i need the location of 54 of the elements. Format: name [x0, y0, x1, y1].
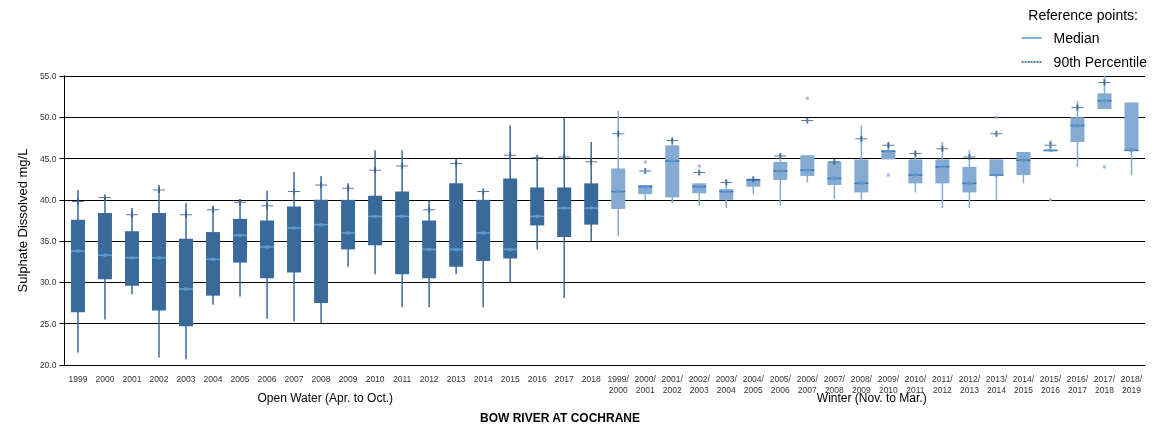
y-axis-title: Sulphate Dissolved mg/L [15, 148, 30, 293]
x-tick-label: 2014/2015 [1012, 373, 1035, 395]
x-tick-label: 2004 [203, 373, 223, 384]
x-tick-label: 1999 [68, 373, 88, 384]
x-tick-label: 2012/2013 [958, 373, 981, 395]
x-tick-label: 2001/2002 [661, 373, 684, 395]
x-tick-label: 2000/2001 [634, 373, 657, 395]
y-tick-label: 20.0 [39, 360, 57, 370]
x-tick-label: 2006/2007 [796, 373, 819, 395]
x-tick-label: 2011 [392, 373, 412, 384]
y-tick-label: 35.0 [39, 236, 57, 247]
x-tick-label: 2006 [257, 373, 277, 384]
x-tick-label: 2018/2019 [1120, 373, 1143, 395]
x-tick-label: 2003/2004 [715, 373, 738, 395]
text: Open Water (Apr. to Oct.) [257, 391, 394, 405]
x-tick-label: 2010 [365, 373, 385, 384]
x-tick-label: 2017/2018 [1093, 373, 1116, 395]
x-tick-label: 2001 [122, 373, 142, 384]
x-tick-label: 2002 [149, 373, 169, 384]
x-tick-label: 2010/2011 [904, 373, 927, 395]
x-tick-label: 1999/2000 [607, 373, 630, 395]
y-tick-label: 30.0 [39, 277, 57, 288]
x-tick-label: 2007 [284, 373, 304, 384]
x-tick-label: 2000 [95, 373, 115, 384]
x-tick-label: 2012 [419, 373, 439, 384]
legend-label: Median [1053, 30, 1100, 46]
y-tick-label: 50.0 [39, 112, 57, 123]
x-tick-label: 2016 [527, 373, 547, 384]
x-tick-label: 2016/2017 [1066, 373, 1089, 395]
x-tick-label: 2007/2008 [823, 373, 846, 395]
y-tick-label: 55.0 [39, 71, 57, 81]
x-tick-label: 2005/2006 [769, 373, 792, 395]
x-tick-label: 2013/2014 [985, 373, 1008, 395]
x-tick-label: 2014 [473, 373, 493, 384]
x-tick-label: 2018 [581, 373, 601, 384]
legend-label: 90th Percentile [1053, 54, 1148, 70]
x-tick-label: 2015/2016 [1039, 373, 1062, 395]
x-tick-label: 2005 [230, 373, 250, 384]
y-tick-label: 25.0 [39, 318, 57, 329]
x-tick-label: 2008 [311, 373, 331, 384]
legend-title: Reference points: [1028, 7, 1138, 23]
x-tick-label: 2013 [446, 373, 466, 384]
x-tick-label: 2009 [338, 373, 358, 384]
x-tick-label: 2008/2009 [850, 373, 873, 395]
x-tick-label: 2003 [176, 373, 196, 384]
x-axis-title: BOW RIVER AT COCHRANE [480, 411, 640, 425]
x-tick-label: 2009/2010 [877, 373, 900, 395]
y-tick-label: 40.0 [39, 194, 57, 205]
x-tick-label: 2011/2012 [932, 373, 954, 395]
x-tick-label: 2002/2003 [688, 373, 711, 395]
x-tick-label: 2017 [554, 373, 574, 384]
y-tick-label: 45.0 [39, 153, 57, 164]
x-tick-label: 2015 [500, 373, 520, 384]
x-tick-label: 2004/2005 [742, 373, 765, 395]
